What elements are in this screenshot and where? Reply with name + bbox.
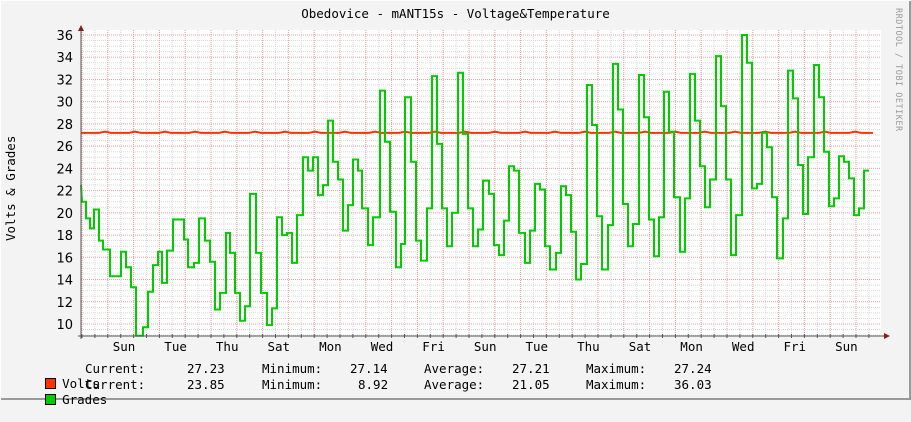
x-tick-label: Tue [526,339,549,354]
grades-current-value: 23.85 [187,377,225,392]
volts-average-label: Average: [424,361,485,376]
grades-minimum-label: Minimum: [262,377,323,392]
volts-minimum-value: 27.14 [350,361,388,376]
plot-area: 10 12 14 16 18 20 22 24 26 28 30 32 34 36 Sun Tue Thu Sat… [56,25,890,354]
y-tick-label: 14 [56,274,73,289]
volts-color-swatch [45,378,57,389]
x-tick-label: Fri [422,339,445,354]
x-tick-label: Thu [577,339,600,354]
y-tick-label: 20 [56,207,73,222]
volts-maximum-value: 27.24 [674,361,712,376]
grades-current-label: Current: [85,377,146,392]
grades-series-line [80,34,869,337]
x-tick-label: Sun [835,339,858,354]
y-tick-label: 26 [56,140,73,155]
rrdtool-watermark: RRDTOOL / TOBI OETIKER [893,8,903,132]
grades-maximum-value: 36.03 [674,377,712,392]
x-tick-label: Sat [629,339,652,354]
x-tick-label: Thu [216,339,239,354]
chart-frame [0,0,911,400]
y-tick-label: 18 [56,229,73,244]
x-tick-label: Wed [371,339,394,354]
y-tick-label: 22 [56,185,73,200]
y-tick-label: 28 [56,118,73,133]
volts-current-label: Current: [85,361,146,376]
grades-minimum-value: 8.92 [358,377,389,392]
x-tick-label: Mon [680,339,703,354]
y-tick-label: 12 [56,296,73,311]
x-tick-label: Sun [113,339,136,354]
grades-average-value: 21.05 [512,377,550,392]
volts-average-value: 27.21 [512,361,550,376]
y-tick-label: 32 [56,73,73,88]
x-tick-label: Mon [319,339,342,354]
x-tick-label: Sun [474,339,497,354]
y-tick-label: 24 [56,162,73,177]
x-axis-arrow-icon [884,333,890,339]
x-tick-label: Sat [268,339,291,354]
y-tick-label: 36 [56,29,73,44]
volts-minimum-label: Minimum: [262,361,323,376]
x-tick-label: Tue [164,339,187,354]
y-axis-arrow-icon [78,25,84,31]
volts-maximum-label: Maximum: [586,361,647,376]
volts-current-value: 27.23 [187,361,225,376]
legend: Volts Current: 27.23 Minimum: 27.14 Aver… [15,0,712,407]
legend-item-volts: Volts [15,361,100,406]
y-tick-label: 16 [56,251,73,266]
legend-series-name: Volts [62,376,100,391]
x-tick-label: Fri [784,339,807,354]
grades-maximum-label: Maximum: [586,377,647,392]
x-tick-label: Wed [732,339,755,354]
y-tick-label: 34 [56,51,73,66]
grades-average-label: Average: [424,377,485,392]
chart-title: Obedovice - mANT15s - Voltage&Temperatur… [301,6,610,21]
y-tick-label: 10 [56,318,73,333]
y-tick-label: 30 [56,96,73,111]
